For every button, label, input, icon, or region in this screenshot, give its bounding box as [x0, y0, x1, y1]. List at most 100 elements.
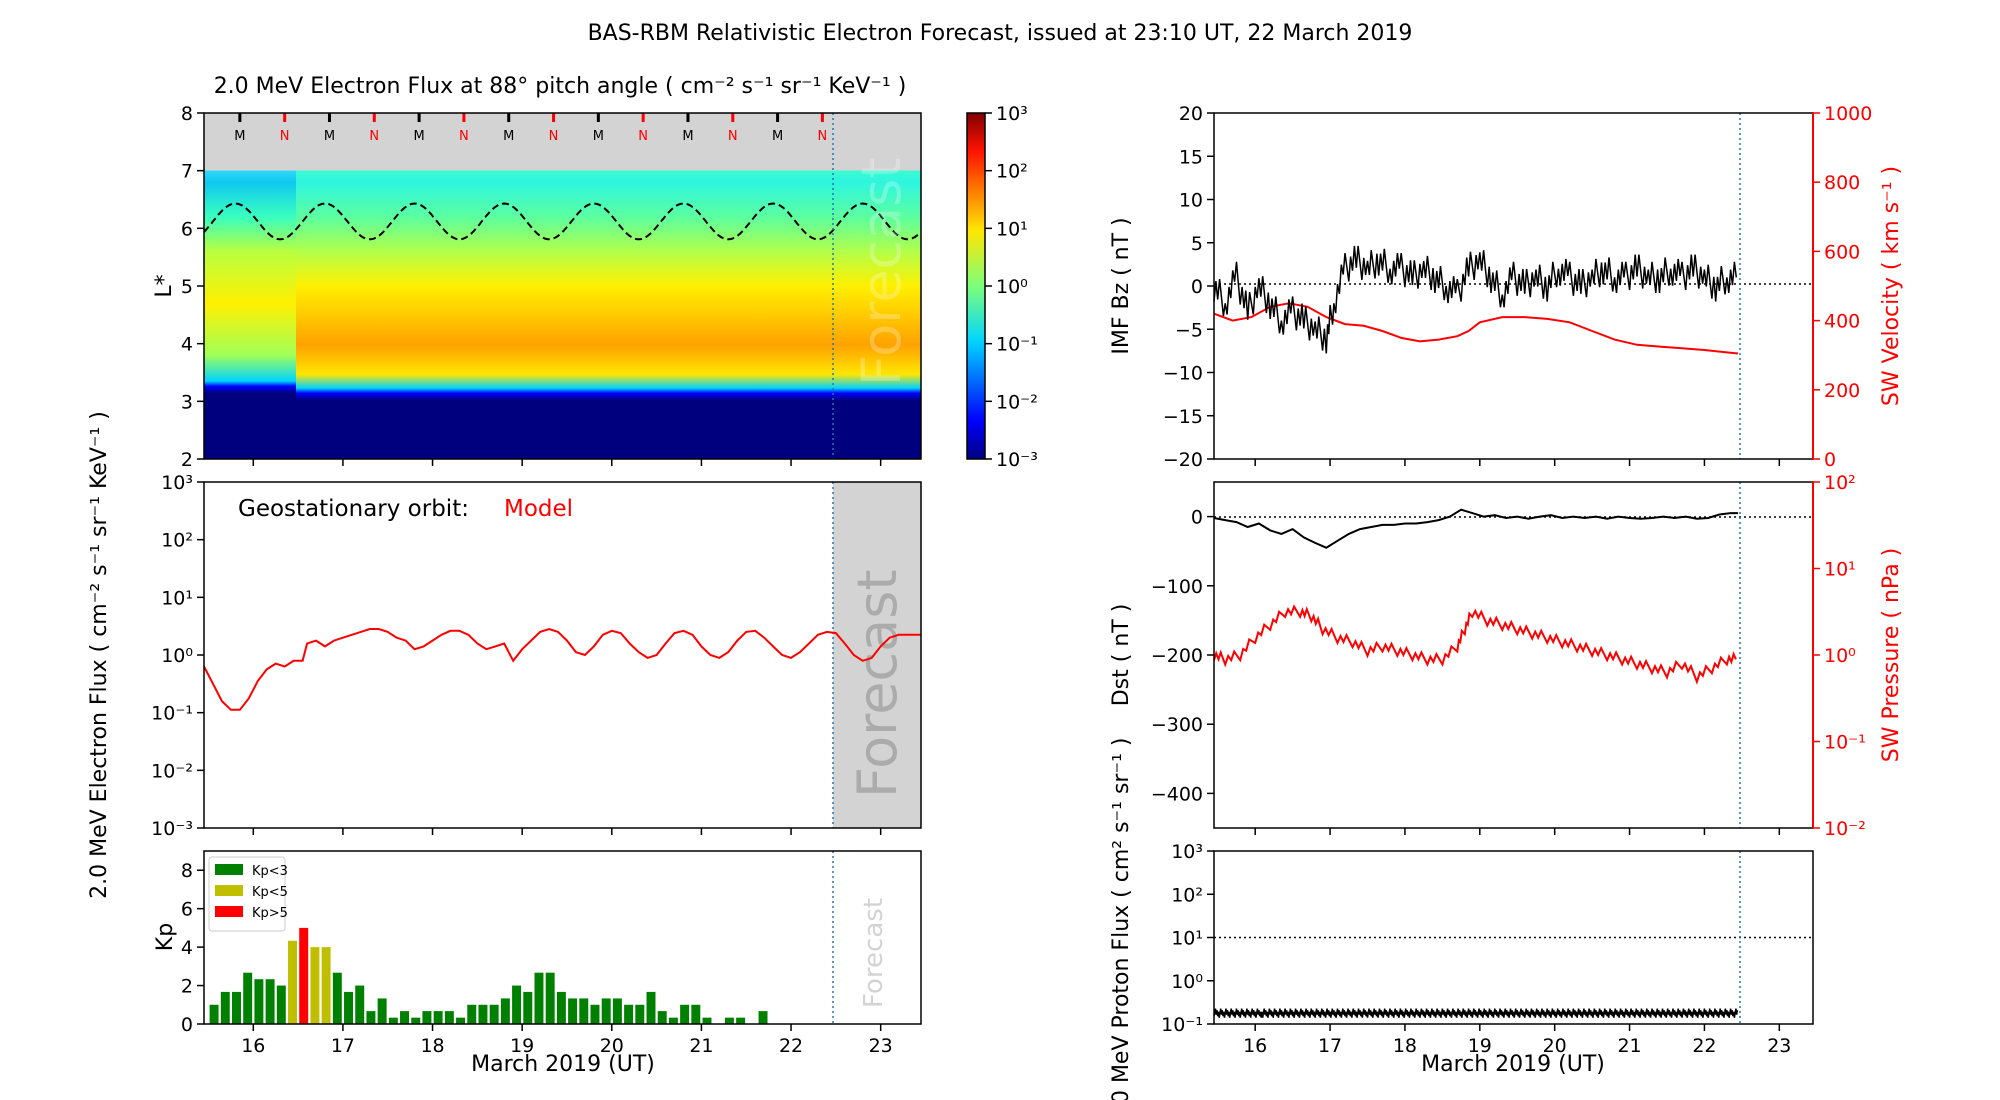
proton-xtick-label: 23 — [1767, 1035, 1791, 1057]
kp-bar — [601, 998, 611, 1024]
geo-ylabel: 2.0 MeV Electron Flux ( cm⁻² s⁻¹ sr⁻¹ Ke… — [87, 411, 112, 899]
kp-bar — [444, 1011, 454, 1024]
mlt-label: N — [459, 129, 469, 144]
kp-bar — [332, 972, 342, 1024]
forecast-watermark-geo: Forecast — [846, 570, 909, 799]
sw-velocity-ylabel-text: SW Velocity ( km s⁻¹ ) — [1879, 166, 1904, 406]
kp-bar — [545, 972, 555, 1024]
imf-ytick-label: −5 — [1175, 319, 1203, 341]
mlt-label: M — [593, 129, 604, 144]
kp-bar — [478, 1004, 488, 1024]
proton-xtick-label: 21 — [1617, 1035, 1641, 1057]
kp-bar — [243, 972, 253, 1024]
heatmap-ylabel: L* — [152, 274, 177, 297]
imf-frame — [1213, 112, 1814, 460]
colorbar-ytick-label: 10⁻³ — [996, 449, 1038, 471]
kp-bar — [344, 991, 354, 1024]
kp-bar — [209, 1004, 219, 1024]
kp-bar — [512, 985, 522, 1024]
kp-axis-ticks: 16 17 18 19 20 21 22 23 0 2 4 6 8 — [181, 860, 893, 1057]
imf-ytick-label: −15 — [1163, 406, 1203, 428]
kp-bar — [500, 998, 510, 1024]
lstar-flux-panel: 2.0 MeV Electron Flux at 88° pitch angle… — [152, 74, 1038, 471]
proton-ytick-label: 10³ — [1171, 841, 1203, 863]
kp-bar — [668, 1017, 678, 1024]
kp-bar — [523, 991, 533, 1024]
kp-legend-low: Kp<3 — [252, 864, 288, 879]
proton-xtick-label: 18 — [1393, 1035, 1417, 1057]
forecast-watermark-kp: Forecast — [859, 898, 889, 1008]
sw-pressure-ytick-label: 10⁻¹ — [1824, 732, 1866, 754]
heatmap-axis-ticks: 2 3 4 5 6 7 8 — [181, 103, 882, 471]
geo-flux-model-line — [203, 627, 921, 711]
heatmap-ytick-label: 6 — [181, 218, 193, 240]
imf-ytick-label: 5 — [1191, 233, 1203, 255]
dst-ytick-label: −300 — [1151, 714, 1203, 736]
kp-ytick-label: 4 — [181, 937, 193, 959]
kp-frame — [203, 850, 922, 1025]
geo-ylabel-text: 2.0 MeV Electron Flux ( cm⁻² s⁻¹ sr⁻¹ Ke… — [87, 411, 112, 899]
sw-velocity-ytick-label: 200 — [1824, 380, 1860, 402]
kp-bar — [489, 1004, 499, 1024]
kp-bar — [702, 1017, 712, 1024]
kp-bar — [556, 991, 566, 1024]
heatmap-ytick-label: 2 — [181, 449, 193, 471]
kp-bar — [422, 1011, 432, 1024]
sw-velocity-ylabel: SW Velocity ( km s⁻¹ ) — [1879, 166, 1904, 406]
mlt-label: N — [549, 129, 559, 144]
mlt-label: N — [728, 129, 738, 144]
kp-bar — [635, 1004, 645, 1024]
kp-legend-high: Kp>5 — [252, 906, 288, 921]
kp-legend-swatch-mid — [215, 885, 243, 896]
dst-ytick-label: −200 — [1151, 645, 1203, 667]
kp-bar — [579, 998, 589, 1024]
proton-ytick-label: 10² — [1171, 884, 1203, 906]
colorbar-ytick-label: 10³ — [996, 103, 1028, 125]
geo-ytick-label: 10⁻¹ — [151, 703, 193, 725]
dst-ylabel-text: Dst ( nT ) — [1109, 604, 1134, 707]
kp-bar — [433, 1011, 443, 1024]
mlt-label: M — [682, 129, 693, 144]
proton-axis-ticks: 16 17 18 19 20 21 22 23 10⁻¹ 10⁰ 10¹ 10² 10³ — [1161, 841, 1791, 1057]
proton-ytick-label: 10¹ — [1171, 928, 1203, 950]
kp-bar — [310, 947, 320, 1024]
sw-velocity-ytick-label: 600 — [1824, 241, 1860, 263]
kp-xtick-label: 19 — [510, 1035, 534, 1057]
geo-annotation-model: Model — [504, 496, 573, 522]
heatmap-title: 2.0 MeV Electron Flux at 88° pitch angle… — [214, 74, 907, 99]
imf-bz-line — [1213, 245, 1738, 354]
imf-ytick-label: 10 — [1179, 190, 1203, 212]
kp-bar — [467, 1004, 477, 1024]
heatmap-fill — [296, 113, 921, 459]
dst-ytick-label: 0 — [1191, 507, 1203, 529]
kp-ytick-label: 0 — [181, 1014, 193, 1036]
sw-pressure-ylabel-text: SW Pressure ( nPa ) — [1879, 548, 1904, 763]
colorbar-ytick-label: 10⁻¹ — [996, 334, 1038, 356]
proton-panel: 16 17 18 19 20 21 22 23 10⁻¹ 10⁰ 10¹ 10² 10³ >10 MeV… — [1109, 738, 1814, 1100]
kp-bar — [377, 998, 387, 1024]
kp-bar — [534, 972, 544, 1024]
sw-pressure-line — [1213, 604, 1737, 685]
kp-bar — [612, 998, 622, 1024]
kp-bar — [265, 979, 275, 1024]
sw-velocity-ytick-label: 1000 — [1824, 103, 1872, 125]
kp-bar — [456, 1017, 466, 1024]
imf-ytick-label: 0 — [1191, 276, 1203, 298]
mlt-label: M — [324, 129, 335, 144]
kp-panel: Forecast 16 17 18 19 20 21 22 23 0 2 4 6 8 Kp<3 Kp<5… — [153, 850, 922, 1077]
dst-ytick-label: −400 — [1151, 783, 1203, 805]
dst-frame — [1213, 481, 1814, 829]
kp-bar — [220, 991, 230, 1024]
sw-pressure-ytick-label: 10¹ — [1824, 559, 1856, 581]
geo-flux-panel: Forecast Geostationary orbit: Model 10⁻³… — [87, 411, 922, 899]
geo-frame — [203, 481, 922, 829]
proton-xtick-label: 17 — [1318, 1035, 1342, 1057]
kp-legend: Kp<3 Kp<5 Kp>5 — [208, 856, 288, 932]
kp-bar — [736, 1017, 746, 1024]
kp-bar — [411, 1017, 421, 1024]
kp-bar — [288, 940, 297, 1024]
colorbar — [966, 112, 986, 460]
figure-title: BAS-RBM Relativistic Electron Forecast, … — [588, 21, 1413, 46]
